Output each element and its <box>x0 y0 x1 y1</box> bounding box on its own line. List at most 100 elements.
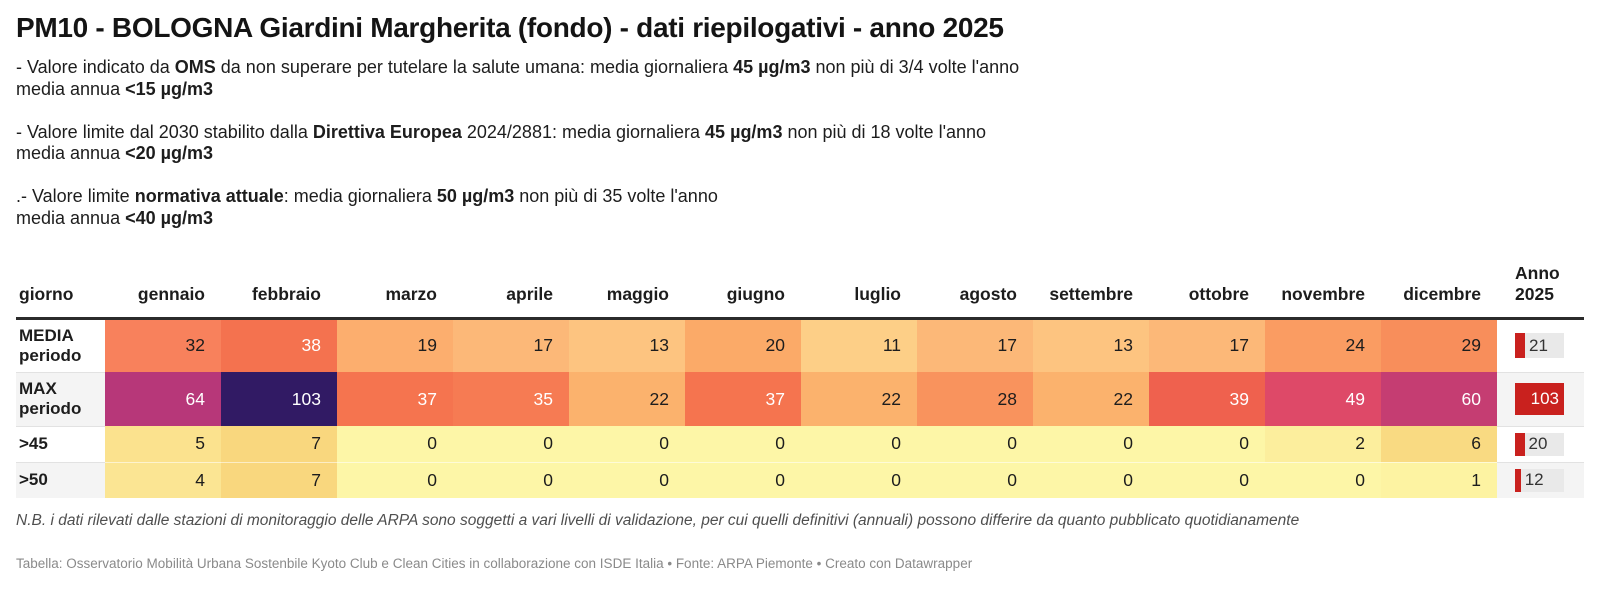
heat-cell: 0 <box>337 461 453 498</box>
bar-value: 20 <box>1528 434 1548 453</box>
heat-cell: 17 <box>1149 318 1265 372</box>
heat-cell: 38 <box>221 318 337 372</box>
anno-bar-cell: 103 <box>1497 371 1584 426</box>
column-header-aprile: aprile <box>453 253 569 320</box>
bar-fill <box>1515 468 1521 492</box>
bar-track: 21 <box>1515 333 1564 358</box>
heat-cell: 103 <box>221 372 337 426</box>
validation-note: N.B. i dati rilevati dalle stazioni di m… <box>16 512 1300 529</box>
anno-bar-cell: 20 <box>1497 425 1584 462</box>
eu-directive-line1: - Valore limite dal 2030 stabilito dalla… <box>16 121 987 142</box>
heat-cell: 13 <box>1033 318 1149 372</box>
oms-limit-line1: - Valore indicato da OMS da non superare… <box>16 57 1020 77</box>
bar-track: 103 <box>1515 383 1564 415</box>
heat-cell: 0 <box>569 426 685 462</box>
table-header-row: giorno gennaio febbraio marzo aprile maggio gi… <box>16 253 1584 320</box>
column-header-febbraio: febbraio <box>221 253 337 320</box>
column-header-dicembre: dicembre <box>1381 253 1497 320</box>
column-header-giorno: giorno <box>16 253 105 320</box>
column-header-anno-2025: Anno 2025 <box>1497 253 1584 320</box>
heat-cell: 1 <box>1381 461 1497 498</box>
source-credit: Tabella: Osservatorio Mobilità Urbana So… <box>16 556 973 571</box>
heat-cell: 4 <box>105 461 221 498</box>
table-row: >50 4 7 0 0 0 0 0 0 0 0 0 1 12 <box>16 461 1584 498</box>
heat-cell: 22 <box>1033 372 1149 426</box>
bar-value: 12 <box>1524 470 1544 490</box>
bar-fill <box>1515 432 1525 456</box>
bar-fill <box>1515 333 1525 358</box>
table-row: MEDIA periodo 32 38 19 17 13 20 11 17 13 17 24 29 21 <box>16 318 1584 372</box>
heat-cell: 0 <box>685 426 801 462</box>
bar-value: 103 <box>1530 389 1559 408</box>
row-label: MEDIA periodo <box>16 318 105 372</box>
heat-cell: 17 <box>453 318 569 372</box>
table-row: >45 5 7 0 0 0 0 0 0 0 0 2 6 20 <box>16 425 1584 462</box>
current-law-line1: .- Valore limite normativa attuale: medi… <box>16 186 718 206</box>
heat-cell: 13 <box>569 318 685 372</box>
heat-cell: 0 <box>453 461 569 498</box>
table-body: MEDIA periodo 32 38 19 17 13 20 11 17 13 17 24 29 21 MA… <box>16 318 1584 498</box>
column-header-ottobre: ottobre <box>1149 253 1265 320</box>
heat-cell: 0 <box>1149 461 1265 498</box>
anno-bar-cell: 12 <box>1497 461 1584 498</box>
heat-cell: 11 <box>801 318 917 372</box>
row-label: >45 <box>16 425 105 462</box>
bar-track: 12 <box>1515 468 1564 492</box>
heat-cell: 0 <box>453 426 569 462</box>
heat-cell: 0 <box>1033 461 1149 498</box>
heat-cell: 28 <box>917 372 1033 426</box>
heat-cell: 5 <box>105 426 221 462</box>
column-header-novembre: novembre <box>1265 253 1381 320</box>
heat-cell: 0 <box>1149 426 1265 462</box>
heat-cell: 64 <box>105 372 221 426</box>
heat-cell: 39 <box>1149 372 1265 426</box>
heat-cell: 17 <box>917 318 1033 372</box>
heat-cell: 7 <box>221 426 337 462</box>
heat-cell: 22 <box>801 372 917 426</box>
heat-cell: 2 <box>1265 426 1381 462</box>
pm10-summary-table: giorno gennaio febbraio marzo aprile maggio gi… <box>16 253 1584 498</box>
heat-cell: 0 <box>801 461 917 498</box>
heat-cell: 0 <box>917 461 1033 498</box>
bar-value: 21 <box>1528 335 1548 355</box>
bar-track: 20 <box>1515 432 1564 456</box>
column-header-maggio: maggio <box>569 253 685 320</box>
bar-fill: 103 <box>1515 383 1564 415</box>
heat-cell: 20 <box>685 318 801 372</box>
heat-cell: 29 <box>1381 318 1497 372</box>
oms-limit-note: - Valore indicato da OMS da non superare… <box>16 57 1584 100</box>
heat-cell: 6 <box>1381 426 1497 462</box>
heat-cell: 22 <box>569 372 685 426</box>
heat-cell: 37 <box>685 372 801 426</box>
page-title: PM10 - BOLOGNA Giardini Margherita (fond… <box>16 12 1004 43</box>
eu-directive-line2: media annua <20 µg/m3 <box>16 143 214 163</box>
table-row: MAX periodo 64 103 37 35 22 37 22 28 22 39 49 60 103 <box>16 371 1584 426</box>
column-header-agosto: agosto <box>917 253 1033 320</box>
anno-bar-cell: 21 <box>1497 318 1584 372</box>
row-label: MAX periodo <box>16 371 105 426</box>
column-header-marzo: marzo <box>337 253 453 320</box>
heat-cell: 49 <box>1265 372 1381 426</box>
current-law-line2: media annua <40 µg/m3 <box>16 207 214 228</box>
heat-cell: 37 <box>337 372 453 426</box>
heat-cell: 32 <box>105 318 221 372</box>
heat-cell: 60 <box>1381 372 1497 426</box>
column-header-gennaio: gennaio <box>105 253 221 320</box>
heat-cell: 0 <box>685 461 801 498</box>
heat-cell: 19 <box>337 318 453 372</box>
column-header-luglio: luglio <box>801 253 917 320</box>
eu-directive-limit-note: - Valore limite dal 2030 stabilito dalla… <box>16 122 1584 165</box>
column-header-giugno: giugno <box>685 253 801 320</box>
heat-cell: 0 <box>1265 461 1381 498</box>
heat-cell: 0 <box>1033 426 1149 462</box>
column-header-settembre: settembre <box>1033 253 1149 320</box>
heat-cell: 24 <box>1265 318 1381 372</box>
heat-cell: 35 <box>453 372 569 426</box>
heat-cell: 0 <box>801 426 917 462</box>
current-law-limit-note: .- Valore limite normativa attuale: medi… <box>16 186 1584 229</box>
heat-cell: 7 <box>221 461 337 498</box>
heat-cell: 0 <box>569 461 685 498</box>
row-label: >50 <box>16 461 105 498</box>
heat-cell: 0 <box>337 426 453 462</box>
